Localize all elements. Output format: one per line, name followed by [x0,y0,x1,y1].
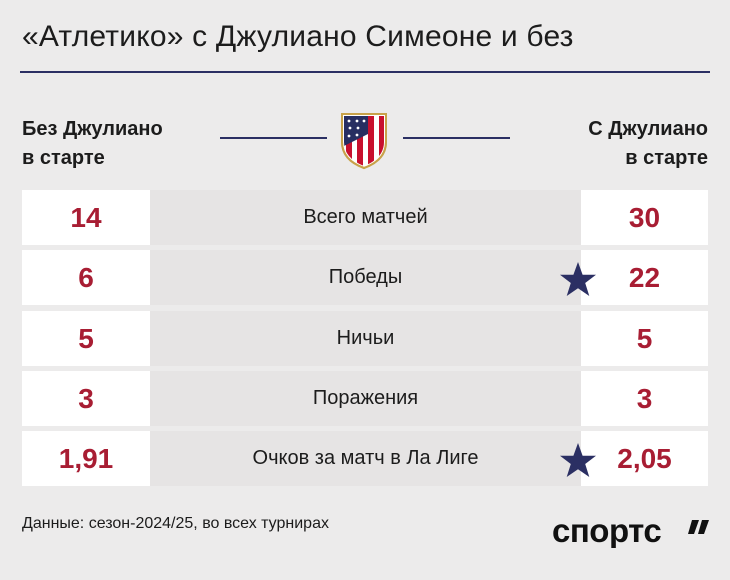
stat-row: 3 Поражения 3 [22,371,708,426]
stat-label: Победы [150,250,581,305]
stat-label: Всего матчей [150,190,581,245]
stat-with-value: 3 [581,371,708,426]
header-with-line2: в старте [625,147,708,169]
stat-label: Поражения [150,371,581,426]
page-title: «Атлетико» с Джулиано Симеоне и без [22,20,574,53]
stat-with-value: 30 [581,190,708,245]
stat-without-value: 6 [22,250,150,305]
star-icon [560,262,596,296]
header-left-rule [220,137,327,139]
source-note: Данные: сезон-2024/25, во всех турнирах [22,515,329,532]
stat-with-value: 2,05 [581,431,708,486]
header-without-line2: в старте [22,147,105,169]
stat-row: 5 Ничьи 5 [22,311,708,366]
stat-row: 14 Всего матчей 30 [22,190,708,245]
stat-row: 1,91 Очков за матч в Ла Лиге 2,05 [22,431,708,486]
stat-row: 6 Победы 22 [22,250,708,305]
stat-label: Очков за матч в Ла Лиге [150,431,581,486]
sports-ru-logo: спортс [552,514,709,548]
stat-label: Ничьи [150,311,581,366]
header-with: С Джулиано в старте [528,115,708,173]
header-with-line1: С Джулиано [588,118,708,140]
stat-without-value: 14 [22,190,150,245]
stat-without-value: 3 [22,371,150,426]
stat-without-value: 5 [22,311,150,366]
stat-with-value: 5 [581,311,708,366]
star-icon [560,443,596,477]
header-without-line1: Без Джулиано [22,118,163,140]
atletico-crest-icon [341,113,387,170]
svg-text:спортс: спортс [552,514,661,548]
header-right-rule [403,137,510,139]
stat-with-value: 22 [581,250,708,305]
title-divider [20,71,710,73]
header-without: Без Джулиано в старте [22,115,202,173]
stat-without-value: 1,91 [22,431,150,486]
